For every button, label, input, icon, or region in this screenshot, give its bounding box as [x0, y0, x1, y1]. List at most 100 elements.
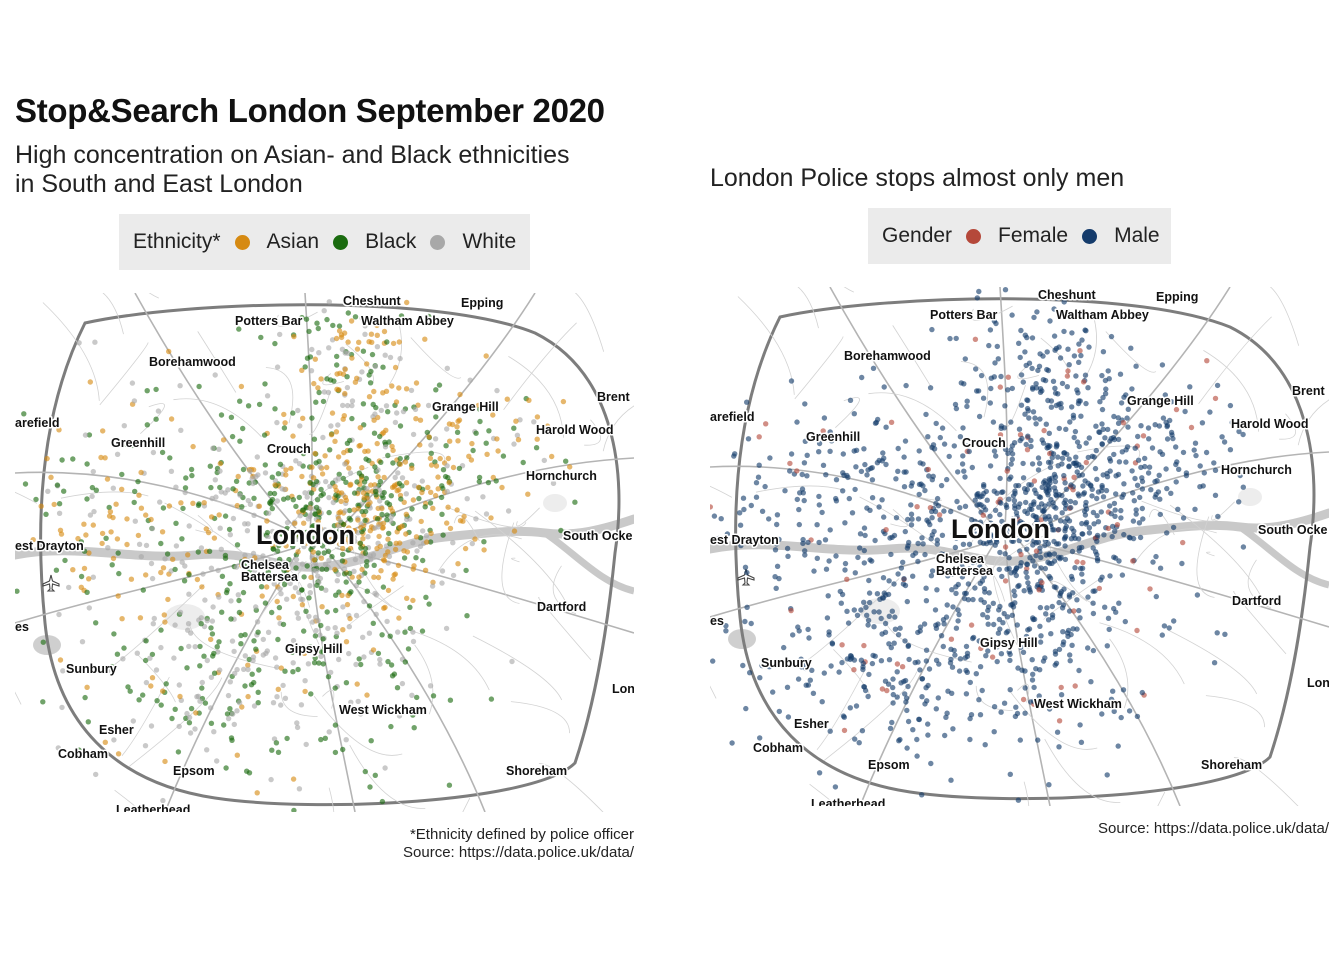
eth-point: [272, 655, 279, 661]
gen-point: [1111, 500, 1118, 507]
eth-point: [215, 649, 221, 655]
eth-place-label-grange-hill: Grange Hill: [432, 400, 499, 414]
gen-point: [716, 535, 722, 542]
eth-point: [203, 526, 209, 532]
eth-point: [79, 639, 86, 645]
eth-point: [154, 698, 160, 704]
eth-point: [332, 685, 338, 691]
eth-point: [125, 684, 131, 690]
eth-point: [299, 587, 305, 593]
eth-point: [348, 589, 354, 595]
gen-point: [1159, 362, 1166, 368]
minor-road: [410, 337, 462, 379]
gen-point: [826, 558, 832, 564]
gen-point: [905, 718, 912, 725]
eth-point: [132, 488, 138, 495]
major-road: [1029, 541, 1329, 628]
gen-point: [1077, 348, 1083, 354]
gen-point: [928, 573, 935, 579]
gen-point: [1024, 486, 1030, 493]
eth-point: [132, 518, 138, 524]
eth-point: [300, 596, 306, 603]
gen-point: [1019, 435, 1025, 442]
gen-point: [806, 635, 812, 641]
eth-point: [271, 490, 278, 497]
gen-point: [1061, 299, 1067, 305]
eth-point: [242, 653, 248, 659]
eth-point: [390, 447, 396, 454]
gen-point: [869, 477, 876, 483]
eth-point: [293, 458, 299, 464]
eth-point: [320, 491, 326, 497]
eth-point: [178, 427, 184, 433]
minor-road: [1233, 757, 1299, 806]
eth-point: [235, 592, 241, 598]
eth-point: [162, 556, 168, 562]
gen-point: [994, 658, 1000, 665]
eth-point: [358, 553, 365, 559]
minor-road: [909, 494, 942, 501]
gen-point: [1055, 541, 1062, 547]
gen-point: [1018, 551, 1024, 558]
eth-point: [335, 647, 341, 653]
eth-point: [219, 573, 226, 579]
eth-point: [274, 548, 281, 554]
eth-point: [270, 546, 276, 552]
eth-point: [195, 693, 201, 699]
eth-point: [179, 559, 185, 565]
eth-point: [382, 352, 388, 358]
gen-point: [955, 618, 961, 624]
eth-point: [439, 511, 445, 517]
eth-point: [371, 562, 377, 568]
legend-label-male: Male: [1114, 224, 1160, 247]
gen-point: [1132, 445, 1138, 451]
gen-point: [809, 667, 815, 673]
eth-point: [240, 589, 247, 596]
eth-point: [254, 454, 260, 460]
eth-point: [371, 417, 377, 423]
gen-point: [819, 699, 825, 705]
eth-point: [86, 605, 93, 611]
eth-point: [230, 515, 237, 522]
eth-point: [339, 346, 346, 352]
eth-point: [306, 446, 312, 452]
eth-point: [136, 492, 142, 498]
eth-point: [326, 729, 332, 735]
eth-point: [299, 561, 306, 567]
gen-place-label-epping: Epping: [1156, 290, 1198, 304]
gen-point: [1080, 483, 1086, 489]
eth-point: [250, 657, 256, 664]
eth-point: [319, 604, 325, 610]
gen-point: [963, 557, 969, 564]
gen-point: [756, 434, 762, 440]
eth-point: [124, 541, 130, 548]
eth-point: [372, 464, 378, 470]
gen-point: [962, 474, 968, 480]
gen-point: [1044, 349, 1050, 355]
eth-point: [197, 663, 203, 669]
gen-point: [759, 508, 766, 514]
eth-point: [358, 661, 364, 668]
eth-point: [210, 445, 216, 451]
minor-road: [322, 373, 345, 386]
eth-point: [137, 615, 144, 621]
gen-point: [1236, 428, 1242, 435]
gen-point: [924, 698, 930, 704]
eth-point: [212, 357, 218, 364]
eth-point: [155, 408, 162, 414]
gen-point: [1212, 395, 1219, 402]
eth-point: [114, 451, 121, 457]
eth-point: [417, 442, 423, 448]
gen-point: [1009, 516, 1016, 522]
eth-point: [410, 629, 416, 635]
gen-point: [1056, 646, 1063, 653]
gen-point: [1071, 474, 1077, 480]
gen-point: [916, 448, 922, 454]
gen-point: [1175, 506, 1181, 512]
gen-point: [1045, 397, 1051, 404]
gen-point: [1022, 710, 1028, 716]
eth-point: [361, 598, 367, 605]
gen-point: [894, 694, 900, 700]
gen-point: [1049, 475, 1055, 481]
gen-point: [846, 495, 852, 502]
